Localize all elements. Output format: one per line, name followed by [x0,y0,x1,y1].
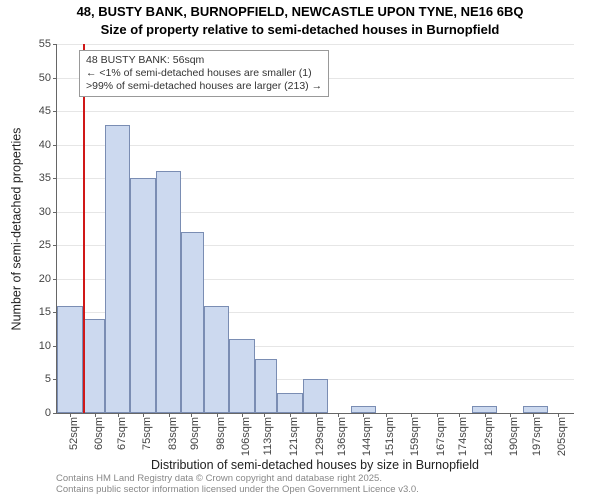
x-tick-label: 83sqm [167,417,179,450]
gridline [57,111,574,112]
histogram-bar [204,306,230,413]
y-tick-label: 35 [27,172,51,184]
y-tick-label: 50 [27,72,51,84]
y-tick-label: 40 [27,139,51,151]
x-tick-label: 67sqm [116,417,128,450]
x-tick-label: 98sqm [215,417,227,450]
x-tick-label: 205sqm [556,417,568,456]
x-tick-label: 129sqm [314,417,326,456]
y-tick-mark [53,279,57,280]
x-tick-label: 106sqm [240,417,252,456]
y-tick-label: 15 [27,306,51,318]
y-tick-label: 20 [27,273,51,285]
chart-title-line1: 48, BUSTY BANK, BURNOPFIELD, NEWCASTLE U… [0,4,600,19]
x-axis-label: Distribution of semi-detached houses by … [56,458,574,472]
x-tick-label: 159sqm [409,417,421,456]
histogram-bar [277,393,303,413]
histogram-bar [156,171,182,413]
y-tick-mark [53,78,57,79]
info-box-line3: >99% of semi-detached houses are larger … [86,80,322,93]
y-tick-label: 45 [27,105,51,117]
histogram-bar [105,125,131,413]
x-tick-label: 144sqm [361,417,373,456]
gridline [57,145,574,146]
x-tick-label: 60sqm [93,417,105,450]
y-tick-mark [53,413,57,414]
info-box-line2: ← <1% of semi-detached houses are smalle… [86,67,322,80]
x-tick-label: 167sqm [435,417,447,456]
y-tick-label: 55 [27,38,51,50]
y-tick-mark [53,212,57,213]
reference-line [83,44,85,413]
histogram-bar [351,406,377,413]
y-tick-mark [53,111,57,112]
x-tick-label: 174sqm [457,417,469,456]
y-tick-mark [53,245,57,246]
y-tick-label: 25 [27,239,51,251]
x-tick-label: 197sqm [531,417,543,456]
x-tick-label: 136sqm [336,417,348,456]
y-axis-label: Number of semi-detached properties [8,44,24,414]
y-tick-label: 5 [27,373,51,385]
histogram-bar [181,232,203,413]
histogram-bar [229,339,255,413]
y-tick-mark [53,44,57,45]
histogram-bar [57,306,83,413]
histogram-bar [83,319,105,413]
histogram-bar [303,379,329,413]
x-tick-label: 75sqm [141,417,153,450]
x-tick-label: 52sqm [68,417,80,450]
plot-area: 0510152025303540455055 48 BUSTY BANK: 56… [56,44,574,414]
y-tick-mark [53,178,57,179]
footer-attribution: Contains HM Land Registry data © Crown c… [56,474,419,496]
histogram-bar [255,359,277,413]
y-tick-label: 30 [27,206,51,218]
y-tick-mark [53,145,57,146]
x-tick-label: 121sqm [288,417,300,456]
histogram-bar [472,406,498,413]
info-box-line1: 48 BUSTY BANK: 56sqm [86,54,322,67]
info-box: 48 BUSTY BANK: 56sqm ← <1% of semi-detac… [79,50,329,97]
chart-title-line2: Size of property relative to semi-detach… [0,22,600,37]
y-axis-label-text: Number of semi-detached properties [9,128,23,331]
x-tick-label: 151sqm [384,417,396,456]
histogram-bar [523,406,549,413]
chart-container: 48, BUSTY BANK, BURNOPFIELD, NEWCASTLE U… [0,0,600,500]
x-tick-label: 182sqm [483,417,495,456]
y-tick-label: 10 [27,340,51,352]
x-tick-label: 190sqm [508,417,520,456]
gridline [57,44,574,45]
y-tick-label: 0 [27,407,51,419]
x-tick-label: 113sqm [262,417,274,455]
x-tick-label: 90sqm [189,417,201,450]
footer-line2: Contains public sector information licen… [56,485,419,496]
histogram-bar [130,178,156,413]
